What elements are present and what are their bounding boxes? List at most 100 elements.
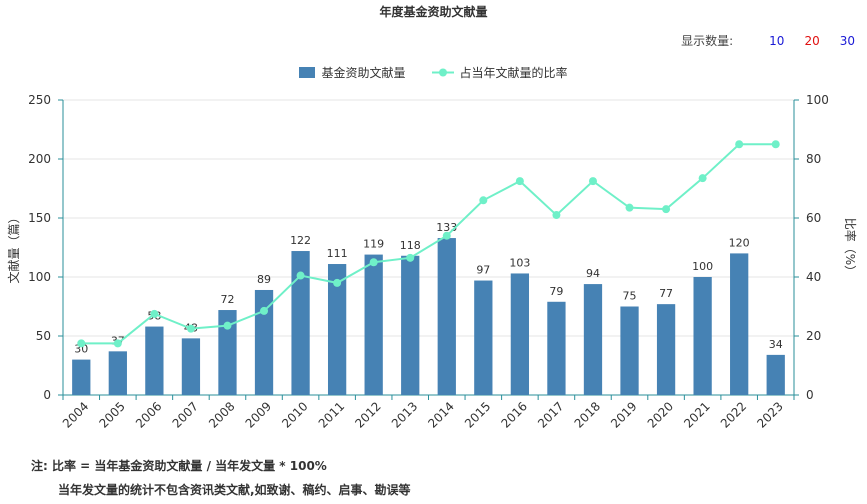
y-tick-label: 50 [36,329,51,343]
ratio-point [369,258,378,267]
bar-value-label: 34 [769,338,783,351]
y-axis-title: 文献量（篇） [6,211,21,283]
bar [291,251,310,395]
ratio-point [771,140,780,149]
chart-legend: 基金资助文献量 占当年文献量的比率 [0,64,867,81]
ratio-point [662,205,671,214]
display-count-label: 显示数量: [681,34,734,48]
ratio-point [260,306,269,315]
x-tick-label: 2007 [170,399,201,430]
ratio-point [150,309,159,318]
bar [72,359,91,395]
display-count-option-20[interactable]: 20 [804,33,820,48]
bar-value-label: 30 [74,343,88,356]
bar [693,277,712,395]
y-tick-label: 250 [28,93,51,107]
bar [364,254,383,395]
x-tick-label: 2013 [389,399,420,430]
x-tick-label: 2015 [462,399,493,430]
bar [401,255,420,395]
bar [474,280,493,395]
ratio-point [552,211,561,220]
bar-value-label: 103 [509,256,530,269]
display-count-selector: 显示数量: 10 20 30 [681,32,855,49]
ratio-point [515,177,524,186]
ratio-point [77,339,86,348]
ratio-point [186,324,195,333]
bar [547,301,566,395]
legend-line-label: 占当年文献量的比率 [459,66,568,80]
ratio-point [223,321,232,330]
ratio-point [735,140,744,149]
bar [620,306,639,395]
bar-value-label: 122 [290,234,311,247]
note-ratio: 注: 比率 = 当年基金资助文献量 / 当年发文量 * 100% [31,459,327,473]
bar-value-label: 77 [659,287,673,300]
x-tick-label: 2014 [425,399,456,430]
bar-value-label: 119 [363,238,384,251]
bar [181,338,201,395]
x-tick-label: 2016 [498,399,529,430]
legend-item-bar-series[interactable]: 基金资助文献量 [299,64,406,81]
x-tick-label: 2017 [535,399,566,430]
chart-title: 年度基金资助文献量 [379,5,488,19]
x-tick-label: 2008 [206,399,237,430]
y2-tick-label: 40 [806,270,821,284]
legend-bar-label: 基金资助文献量 [321,66,406,80]
bar-value-label: 120 [729,236,750,249]
x-tick-label: 2011 [316,399,347,430]
x-tick-label: 2009 [243,399,274,430]
bar-value-label: 100 [692,260,713,273]
y-tick-label: 0 [43,388,51,402]
x-tick-label: 2019 [608,399,639,430]
bar-value-label: 75 [623,290,637,303]
bar [583,284,603,395]
bar [437,238,456,395]
ratio-point [588,177,597,186]
y2-tick-label: 0 [806,388,814,402]
y2-tick-label: 80 [806,152,821,166]
x-tick-label: 2012 [352,399,383,430]
bar [656,304,676,395]
ratio-point [406,253,415,262]
display-count-option-10[interactable]: 10 [769,33,785,48]
ratio-point [698,174,707,183]
ratio-point [625,203,634,212]
bar [327,264,347,395]
y2-tick-label: 60 [806,211,821,225]
legend-bar-swatch [299,67,316,78]
bar [108,351,127,395]
ratio-point [296,271,305,280]
y-tick-label: 150 [28,211,51,225]
ratio-line [81,143,776,345]
bar-value-label: 89 [257,273,271,286]
x-tick-label: 2022 [718,399,749,430]
legend-item-line-series[interactable]: 占当年文献量的比率 [431,64,568,81]
bar [145,326,164,395]
y-tick-label: 100 [28,270,51,284]
bar-value-label: 118 [400,239,421,252]
display-count-option-30[interactable]: 30 [839,33,855,48]
x-tick-label: 2021 [681,399,712,430]
bar-value-label: 97 [476,264,490,277]
x-tick-label: 2020 [645,399,676,430]
bar-value-label: 72 [220,293,234,306]
x-tick-label: 2018 [572,399,603,430]
bar [766,354,785,395]
y2-tick-label: 100 [806,93,829,107]
x-tick-label: 2023 [754,399,785,430]
bar [510,273,530,395]
x-tick-label: 2006 [133,399,164,430]
ratio-point [442,231,451,240]
bar [254,289,274,395]
ratio-point [479,196,488,205]
ratio-point [113,339,122,348]
note-exclusion: 当年发文量的统计不包含资讯类文献,如致谢、稿约、启事、勘误等 [58,483,411,497]
bar [730,253,749,395]
x-tick-label: 2005 [96,399,127,430]
ratio-point [333,278,342,287]
bar-value-label: 94 [586,267,600,280]
y2-axis-title: 比率（%） [843,218,858,277]
bar-value-label: 79 [549,285,563,298]
